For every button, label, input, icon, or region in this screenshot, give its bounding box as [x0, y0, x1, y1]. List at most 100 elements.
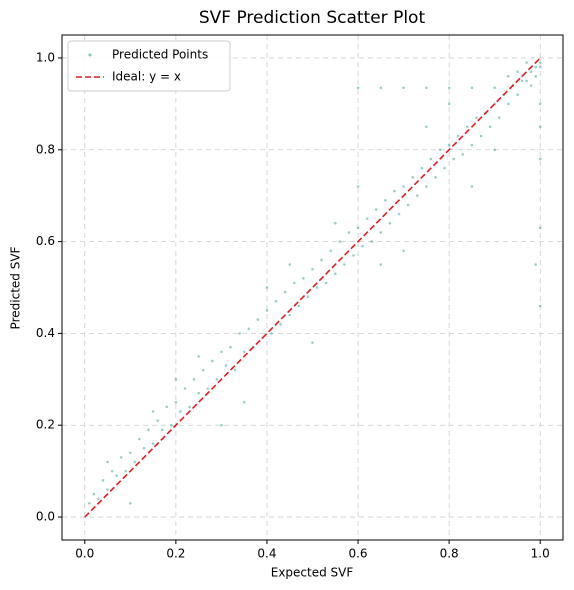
data-point: [516, 70, 519, 74]
data-point: [306, 295, 310, 298]
data-point: [106, 488, 109, 491]
data-point: [329, 249, 333, 253]
data-point: [165, 405, 169, 409]
data-point: [534, 65, 537, 69]
data-point: [197, 355, 200, 358]
data-point: [242, 350, 246, 354]
y-tick-label: 0.2: [36, 418, 55, 432]
data-point: [115, 474, 118, 478]
data-point: [124, 469, 128, 473]
data-point: [434, 176, 437, 179]
data-point: [211, 359, 214, 363]
data-point: [160, 428, 164, 432]
data-point: [393, 189, 396, 193]
data-point: [538, 157, 542, 161]
data-point: [206, 387, 210, 390]
data-point: [534, 263, 537, 266]
data-point: [466, 125, 469, 129]
data-point: [406, 203, 410, 207]
data-point: [520, 79, 524, 83]
data-point: [534, 75, 537, 78]
data-point: [447, 86, 451, 90]
data-point: [129, 501, 132, 505]
data-point: [402, 185, 405, 188]
chart-title: SVF Prediction Scatter Plot: [199, 8, 426, 28]
data-point: [288, 263, 292, 266]
data-point: [507, 75, 510, 78]
x-tick-label: 0.2: [166, 547, 185, 561]
data-point: [361, 244, 364, 248]
data-point: [347, 231, 351, 234]
data-point: [425, 125, 428, 129]
data-point: [188, 405, 191, 409]
data-point: [488, 125, 492, 129]
data-point: [156, 419, 159, 422]
data-point: [397, 212, 401, 216]
data-point: [388, 221, 392, 225]
legend-box: [67, 40, 231, 92]
data-point: [324, 281, 328, 285]
x-tick-label: 0.4: [257, 547, 276, 561]
data-point: [516, 93, 519, 96]
data-point: [420, 166, 424, 170]
data-point: [525, 61, 528, 64]
data-point: [242, 400, 246, 404]
data-point: [270, 332, 273, 335]
data-point: [456, 134, 460, 138]
data-point: [311, 341, 314, 344]
x-tick-label: 0.0: [75, 547, 94, 561]
data-point: [356, 86, 360, 90]
data-point: [333, 221, 337, 225]
data-point: [247, 327, 251, 331]
data-point: [479, 134, 483, 138]
data-point: [343, 263, 346, 266]
data-point: [529, 84, 533, 87]
data-point: [179, 410, 182, 413]
data-point: [320, 258, 323, 262]
data-point: [379, 86, 383, 90]
data-point: [529, 70, 533, 74]
data-point: [475, 116, 478, 119]
data-point: [447, 102, 451, 106]
data-point: [538, 102, 542, 106]
data-point: [438, 148, 442, 152]
data-point: [174, 400, 178, 404]
data-point: [197, 391, 200, 395]
data-point: [470, 185, 474, 188]
data-point: [229, 345, 232, 349]
data-point: [470, 86, 474, 90]
data-point: [97, 497, 100, 500]
data-point: [402, 249, 405, 253]
data-point: [415, 194, 419, 197]
data-point: [497, 116, 501, 119]
data-point: [411, 176, 415, 179]
data-point: [129, 451, 132, 455]
data-point: [538, 304, 542, 308]
data-point: [538, 125, 542, 129]
data-point: [119, 456, 123, 459]
data-point: [365, 217, 369, 220]
data-point: [447, 143, 451, 147]
data-point: [265, 286, 269, 289]
legend-marker: [88, 53, 92, 57]
data-point: [142, 446, 146, 450]
data-point: [110, 469, 114, 473]
data-point: [215, 378, 219, 381]
data-point: [538, 61, 542, 64]
x-axis-label: Expected SVF: [271, 566, 354, 580]
x-tick-label: 0.8: [440, 547, 459, 561]
data-point: [297, 304, 301, 308]
data-point: [283, 290, 287, 294]
x-tick-label: 1.0: [531, 547, 550, 561]
data-point: [311, 267, 314, 271]
data-point: [538, 226, 542, 230]
data-point: [493, 148, 496, 152]
data-point: [425, 86, 428, 90]
y-tick-label: 0.4: [36, 326, 55, 340]
data-point: [384, 198, 387, 202]
data-point: [147, 428, 150, 432]
data-point: [238, 332, 241, 335]
data-point: [138, 437, 141, 441]
